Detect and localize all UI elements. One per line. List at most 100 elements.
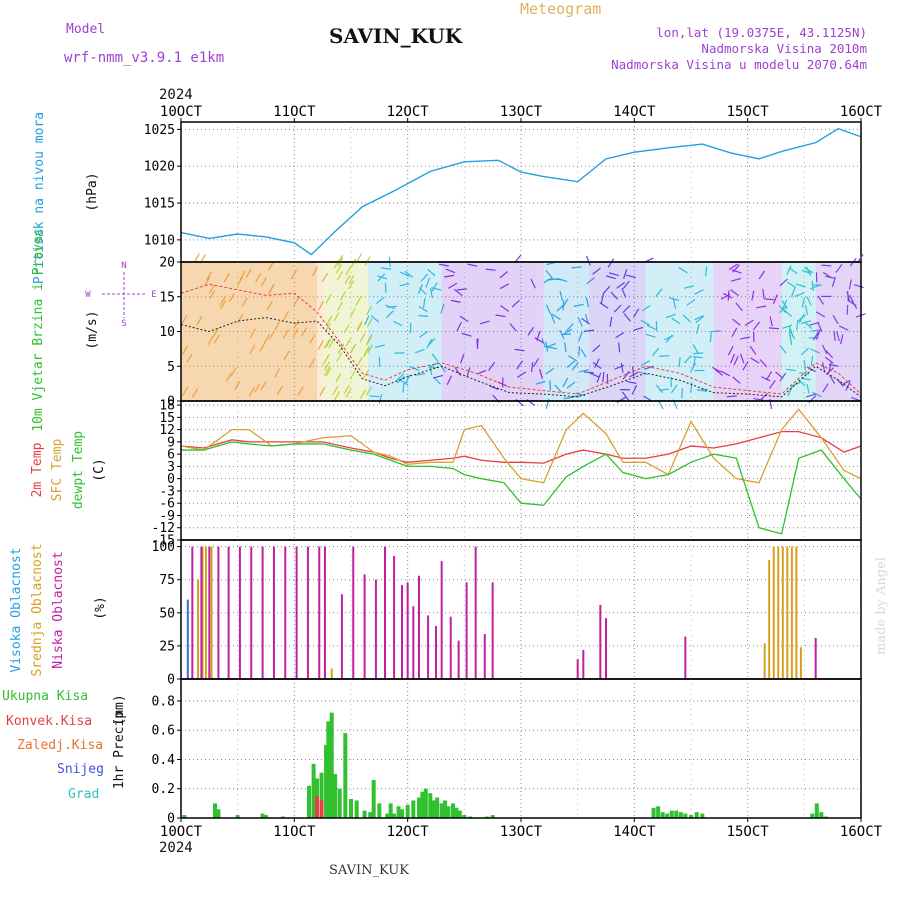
cloud-mid-bar: [800, 647, 802, 679]
cloud-mid-bar: [331, 668, 333, 679]
y-tick-label: 1010: [144, 233, 175, 248]
cloud-low-bar: [364, 574, 366, 679]
cloud-mid-bar: [782, 547, 784, 679]
y-tick-label: 0.2: [152, 782, 175, 797]
x-tick-label-top: 10OCT: [160, 104, 203, 120]
cloud-high-bar: [187, 600, 189, 679]
wind-panel: 05101520: [159, 253, 865, 409]
precip-total-bar: [349, 799, 353, 818]
compass-west: W: [85, 290, 91, 300]
cloud-low-bar: [296, 547, 298, 679]
cloud-low-bar: [605, 618, 607, 679]
legend-snijeg: Snijeg: [57, 762, 104, 777]
wind-barb: [847, 305, 848, 315]
precip-total-bar: [440, 803, 444, 818]
compass-east: E: [151, 290, 156, 300]
precip-unit: (mm): [112, 694, 127, 725]
y-tick-label: 100: [152, 540, 175, 555]
altitude-info: Nadmorska Visina 2010m: [701, 41, 867, 56]
wind-barb: [764, 299, 774, 300]
footer-station: SAVIN_KUK: [329, 863, 409, 878]
meteogram-title: Meteogram: [520, 0, 601, 18]
cloud-low-bar: [250, 547, 252, 679]
compass-south: S: [121, 319, 126, 329]
cloud-low-bar: [441, 561, 443, 679]
precip-total-bar: [674, 811, 678, 818]
cloud-mid-bar: [795, 547, 797, 679]
y-tick-label: 0.8: [152, 694, 175, 709]
year-top: 2024: [159, 87, 193, 103]
cloud-low-bar: [492, 582, 494, 679]
legend-grad: Grad: [68, 787, 99, 802]
wind-barb-band: [368, 262, 442, 401]
cloud-low-bar: [262, 547, 264, 679]
wind-barb: [550, 380, 551, 390]
precip-total-bar: [411, 800, 415, 818]
cloud-low-bar: [393, 556, 395, 679]
legend-konvek-kisa: Konvek.Kisa: [6, 714, 92, 729]
y-tick-label: 20: [159, 256, 175, 271]
precip-panel: 00.20.40.60.8: [152, 679, 861, 827]
year-bottom: 2024: [159, 840, 193, 856]
cloud-low-bar: [466, 582, 468, 679]
cloud-low-bar: [352, 547, 354, 679]
cloud-low-bar: [407, 582, 409, 679]
x-tick-label-bottom: 16OCT: [840, 824, 883, 840]
y-tick-label: 15: [159, 290, 175, 305]
precip-total-bar: [424, 789, 428, 818]
model-name: wrf-nmm_v3.9.1 e1km: [64, 50, 224, 66]
x-tick-label-bottom: 14OCT: [613, 824, 656, 840]
y-tick-label: 1020: [144, 160, 175, 175]
cloud-mid-bar: [197, 580, 199, 679]
cloud-low-bar: [684, 637, 686, 679]
precip-total-bar: [695, 812, 699, 818]
y-tick-label: 18: [159, 399, 175, 414]
precip-total-bar: [652, 808, 656, 818]
sfctemp-ylabel: SFC Temp: [50, 439, 65, 502]
dewpt-ylabel: dewpt Temp: [71, 431, 86, 509]
cloud-low-bar: [217, 547, 219, 679]
precip-total-bar: [372, 780, 376, 818]
precip-total-bar: [446, 806, 450, 818]
precip-total-bar: [819, 812, 823, 818]
cloud-low-bar: [427, 615, 429, 679]
cloud-unit: (%): [93, 596, 108, 619]
cloud-mid-bar: [786, 547, 788, 679]
cloud-low-ylabel: Niska Oblacnost: [51, 551, 66, 668]
temp2m-line: [181, 432, 861, 463]
cloud-low-bar: [384, 547, 386, 679]
cloud-low-bar: [208, 547, 210, 679]
cloud-panel: 0 25 50 75 100: [152, 540, 861, 688]
wind-barb: [477, 338, 478, 348]
watermark: made by Angel: [874, 557, 889, 655]
cloud-low-bar: [228, 547, 230, 679]
temp-unit: (C): [92, 458, 107, 481]
precip-total-bar: [458, 811, 462, 818]
cloud-low-bar: [435, 626, 437, 679]
cloud-low-bar: [318, 547, 320, 679]
y-tick-label: 10: [159, 325, 175, 340]
cloud-low-bar: [307, 547, 309, 679]
precip-total-bar: [679, 812, 683, 818]
legend-zaledj-kisa: Zaledj.Kisa: [17, 738, 103, 753]
y-tick-label: 1015: [144, 197, 175, 212]
grid: [181, 679, 861, 818]
y-tick-label: 0: [167, 673, 175, 688]
cloud-low-bar: [412, 606, 414, 679]
wind-barb: [682, 388, 683, 398]
wind-barb: [579, 346, 580, 356]
y-tick-label: 50: [159, 606, 175, 621]
wind-barb: [848, 291, 849, 301]
precip-total-bar: [355, 800, 359, 818]
cloud-low-bar: [284, 547, 286, 679]
y-tick-label: 75: [159, 573, 175, 588]
temperature-panel: -15-12-9-6-30369121518: [152, 399, 861, 549]
wind-unit: (m/s): [85, 310, 100, 349]
precip-total-bar: [815, 803, 819, 818]
cloud-low-bar: [599, 605, 601, 679]
cloud-low-bar: [582, 650, 584, 679]
cloud-low-bar: [191, 547, 193, 679]
cloud-mid-bar: [768, 560, 770, 679]
y-tick-label: 25: [159, 639, 175, 654]
